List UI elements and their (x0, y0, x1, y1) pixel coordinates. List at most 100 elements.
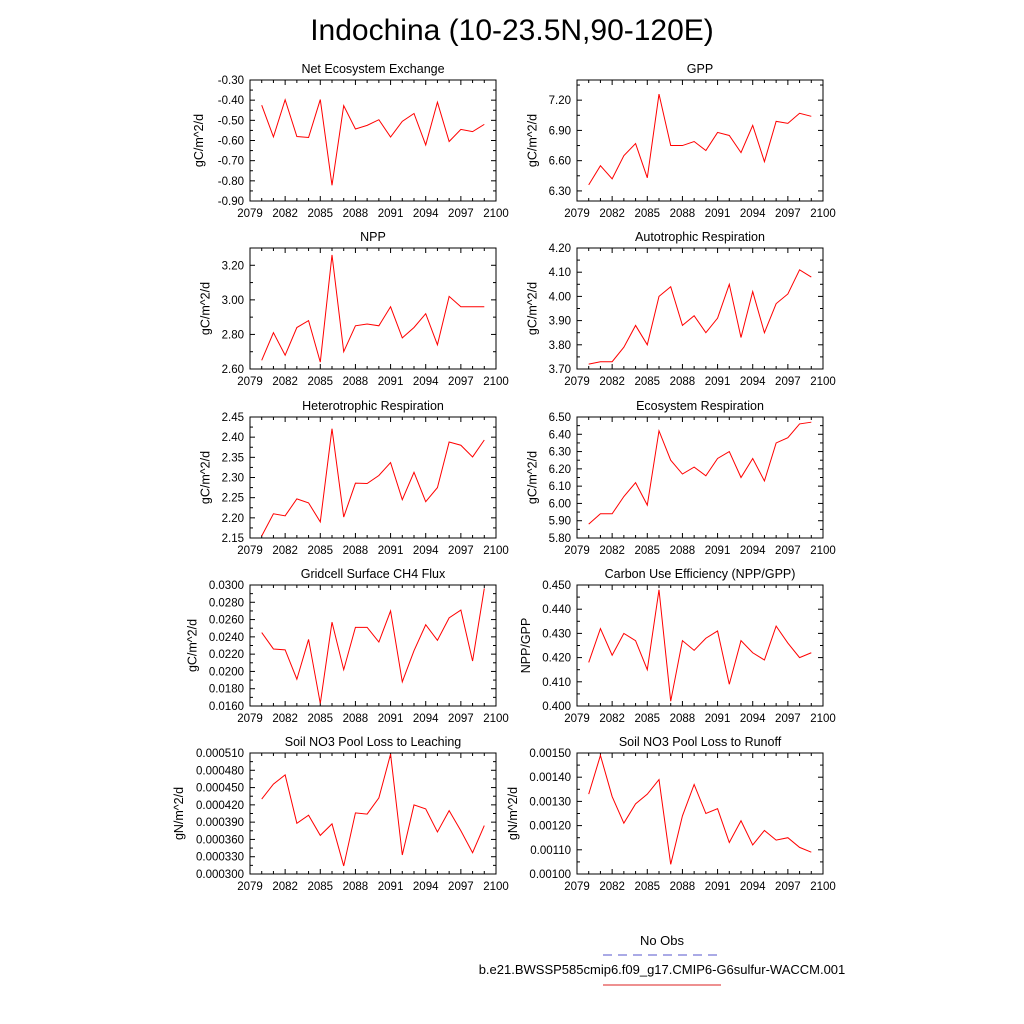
x-tick-label: 2097 (775, 713, 801, 725)
x-tick-label: 2100 (483, 376, 509, 388)
y-tick-label: 5.90 (549, 516, 571, 528)
plot-frame (576, 584, 824, 707)
x-tick-label: 2085 (634, 881, 660, 893)
x-tick-label: 2088 (343, 376, 369, 388)
plot-frame (249, 584, 497, 707)
x-tick-label: 2079 (564, 881, 590, 893)
y-tick-label: 0.440 (542, 604, 571, 616)
x-tick-label: 2085 (307, 713, 333, 725)
y-tick-label: 2.30 (222, 473, 244, 485)
y-tick-label: -0.50 (218, 115, 244, 127)
x-tick-label: 2082 (599, 208, 625, 220)
y-tick-label: 3.20 (222, 260, 244, 272)
y-tick-label: -0.90 (218, 196, 244, 208)
plot-frame (249, 79, 497, 202)
x-tick-label: 2091 (378, 208, 404, 220)
x-tick-label: 2094 (740, 713, 766, 725)
panel-5: Ecosystem Respiration 2079 2082 2085 2088 209… (526, 399, 836, 557)
x-tick-label: 2091 (378, 881, 404, 893)
panel-title: Soil NO3 Pool Loss to Leaching (285, 735, 462, 749)
x-tick-label: 2091 (705, 208, 731, 220)
panel-title: Carbon Use Efficiency (NPP/GPP) (605, 567, 796, 581)
x-tick-label: 2097 (448, 881, 474, 893)
series-line-0 (261, 254, 485, 363)
y-tick-label: 0.0240 (209, 632, 244, 644)
y-axis-label: gC/m^2/d (192, 114, 206, 167)
y-tick-label: 0.0180 (209, 684, 244, 696)
x-tick-label: 2097 (448, 208, 474, 220)
y-tick-label: -0.30 (218, 75, 244, 87)
x-tick-label: 2097 (775, 545, 801, 557)
y-tick-label: 5.80 (549, 533, 571, 545)
x-tick-label: 2097 (775, 881, 801, 893)
panel-6: Gridcell Surface CH4 Flux 2079 2082 2085 208… (185, 567, 508, 725)
x-tick-label: 2085 (307, 376, 333, 388)
y-tick-label: 0.000360 (196, 834, 244, 846)
panels: Net Ecosystem Exchange 2079 2082 2085 2088 20… (172, 62, 836, 893)
panel-8: Soil NO3 Pool Loss to Leaching 2079 2082 20… (172, 735, 509, 893)
plot-frame (576, 752, 824, 875)
x-tick-label: 2079 (237, 376, 263, 388)
x-tick-label: 2079 (564, 713, 590, 725)
x-tick-label: 2082 (272, 713, 298, 725)
panel-title: Autotrophic Respiration (635, 230, 765, 244)
series-line-0 (588, 269, 812, 365)
x-tick-label: 2082 (272, 881, 298, 893)
panel-9: Soil NO3 Pool Loss to Runoff 2079 2082 2085… (506, 735, 836, 893)
y-tick-label: 0.000420 (196, 800, 244, 812)
plot-frame (249, 752, 497, 875)
y-tick-label: 0.0300 (209, 580, 244, 592)
panel-0: Net Ecosystem Exchange 2079 2082 2085 2088 20… (192, 62, 509, 220)
x-tick-label: 2088 (343, 208, 369, 220)
y-tick-label: 6.30 (549, 186, 571, 198)
y-tick-label: 6.50 (549, 412, 571, 424)
y-tick-label: -0.60 (218, 136, 244, 148)
y-tick-label: 6.60 (549, 156, 571, 168)
x-tick-label: 2088 (670, 376, 696, 388)
series-line-0 (261, 588, 485, 704)
x-tick-label: 2094 (413, 208, 439, 220)
x-tick-label: 2100 (810, 713, 836, 725)
x-tick-label: 2079 (237, 881, 263, 893)
legend: No Obs b.e21.BWSSP585cmip6.f09_g17.CMIP6… (479, 933, 845, 986)
panel-1: GPP 2079 2082 2085 2088 2091 2094 2097 2100 7.20 6… (526, 62, 836, 220)
x-tick-label: 2085 (634, 713, 660, 725)
x-tick-label: 2091 (705, 713, 731, 725)
series-line-0 (261, 98, 485, 186)
y-tick-label: 0.0260 (209, 615, 244, 627)
y-tick-label: 2.60 (222, 364, 244, 376)
y-tick-label: 0.420 (542, 653, 571, 665)
x-tick-label: 2094 (740, 208, 766, 220)
y-tick-label: 7.20 (549, 95, 571, 107)
x-tick-label: 2091 (705, 545, 731, 557)
y-tick-label: 6.40 (549, 429, 571, 441)
panel-7: Carbon Use Efficiency (NPP/GPP) 2079 2082 2… (519, 567, 836, 725)
y-tick-label: -0.70 (218, 156, 244, 168)
y-tick-label: 0.400 (542, 701, 571, 713)
x-tick-label: 2079 (237, 545, 263, 557)
y-tick-label: 0.00100 (529, 869, 571, 881)
y-tick-label: 0.0280 (209, 597, 244, 609)
y-tick-label: 2.15 (222, 533, 244, 545)
y-tick-label: 2.20 (222, 513, 244, 525)
page-title: Indochina (10-23.5N,90-120E) (310, 14, 714, 47)
plot-frame (576, 247, 824, 370)
y-tick-label: 6.20 (549, 464, 571, 476)
panel-4: Heterotrophic Respiration 2079 2082 2085 208… (199, 399, 509, 557)
y-tick-label: 0.000480 (196, 765, 244, 777)
x-tick-label: 2079 (564, 208, 590, 220)
x-tick-label: 2091 (378, 713, 404, 725)
x-tick-label: 2088 (670, 208, 696, 220)
y-tick-label: -0.80 (218, 176, 244, 188)
x-tick-label: 2100 (810, 881, 836, 893)
x-tick-label: 2088 (670, 713, 696, 725)
legend-label-no-obs: No Obs (640, 933, 685, 948)
y-tick-label: 0.410 (542, 677, 571, 689)
plot-frame (576, 79, 824, 202)
y-tick-label: 6.00 (549, 498, 571, 510)
x-tick-label: 2085 (307, 545, 333, 557)
series-line-0 (588, 589, 812, 702)
x-tick-label: 2085 (307, 208, 333, 220)
x-tick-label: 2100 (483, 713, 509, 725)
